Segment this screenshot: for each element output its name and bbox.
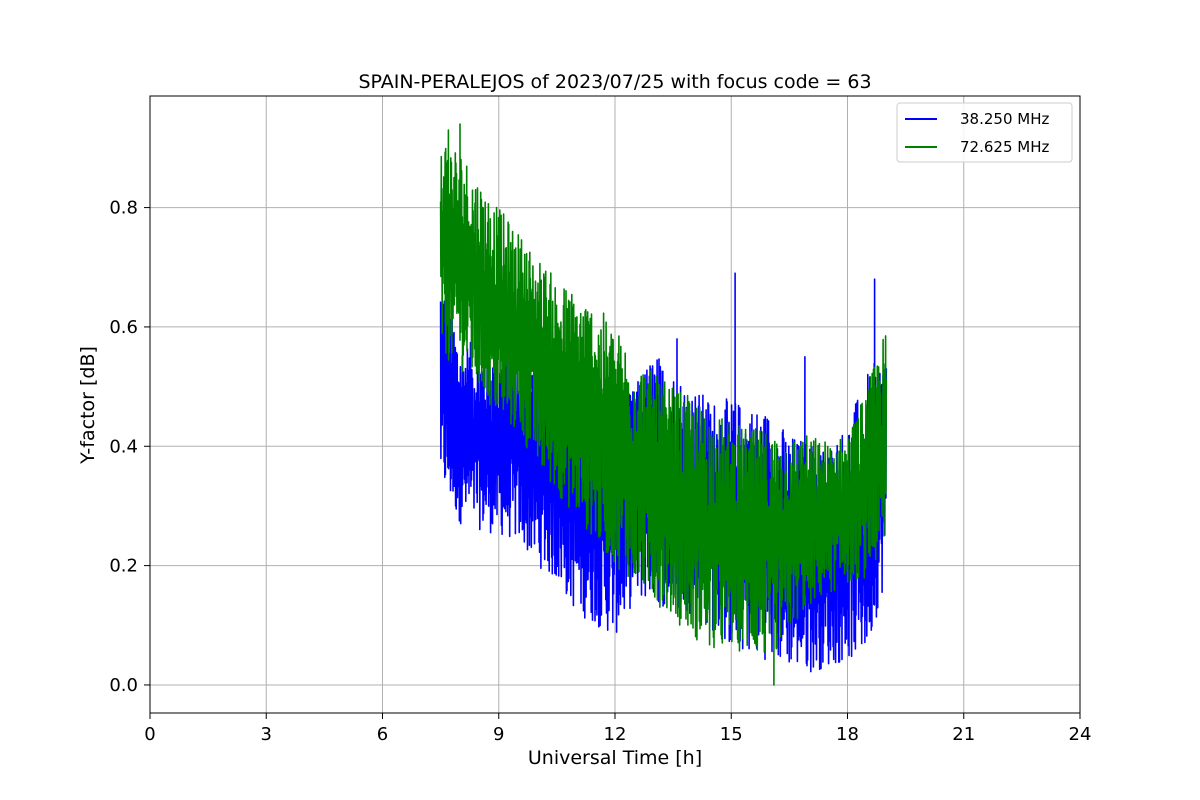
x-axis-label: Universal Time [h] — [528, 747, 702, 769]
legend: 38.250 MHz 72.625 MHz — [896, 102, 1073, 163]
legend-label-72mhz: 72.625 MHz — [960, 138, 1049, 156]
series-line-72mhz — [439, 123, 888, 686]
x-tick-label: 6 — [377, 724, 388, 745]
x-tick-label: 3 — [261, 724, 272, 745]
plot-area — [439, 123, 888, 686]
y-tick-label: 0.8 — [109, 198, 138, 219]
x-tick-label: 9 — [493, 724, 504, 745]
x-tick-label: 12 — [604, 724, 627, 745]
legend-box — [896, 102, 1073, 163]
chart-title: SPAIN-PERALEJOS of 2023/07/25 with focus… — [358, 71, 871, 93]
x-tick-label: 15 — [720, 724, 743, 745]
axis-ticks: 0 3 6 9 12 15 18 21 24 0.0 0.2 0.4 0.6 0.8 — [109, 198, 1091, 745]
x-tick-label: 21 — [952, 724, 975, 745]
x-tick-label: 24 — [1069, 724, 1092, 745]
y-tick-label: 0.2 — [109, 556, 138, 577]
y-tick-label: 0.4 — [109, 436, 138, 457]
y-axis-label: Y-factor [dB] — [77, 346, 99, 465]
x-tick-label: 18 — [836, 724, 859, 745]
y-tick-label: 0.0 — [109, 675, 138, 696]
legend-label-38mhz: 38.250 MHz — [960, 110, 1049, 128]
y-tick-label: 0.6 — [109, 317, 138, 338]
x-tick-label: 0 — [144, 724, 155, 745]
